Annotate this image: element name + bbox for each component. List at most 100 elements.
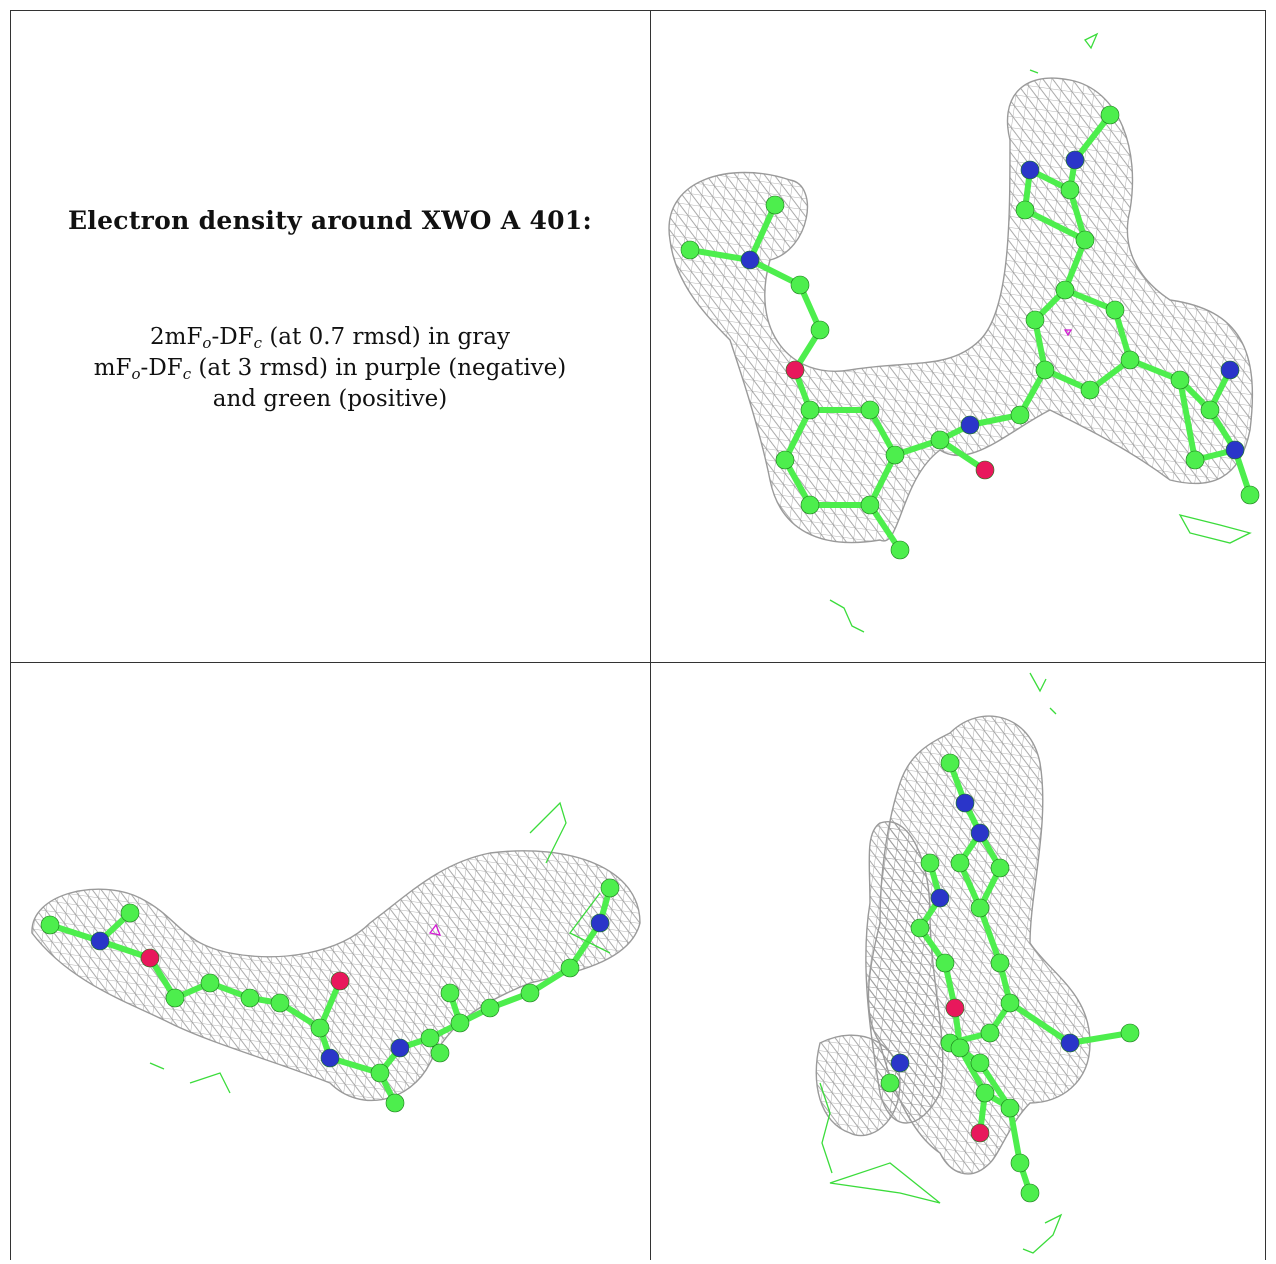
atom xyxy=(1200,400,1220,420)
negative-density xyxy=(428,923,442,936)
atom xyxy=(960,415,980,435)
density-render-3 xyxy=(815,672,1140,1254)
border-right xyxy=(1265,10,1266,1260)
atom xyxy=(885,445,905,465)
positive-density xyxy=(829,1162,941,1204)
bond xyxy=(1007,1000,1073,1046)
atom xyxy=(1120,350,1140,370)
atom xyxy=(955,793,975,813)
bond xyxy=(1007,1105,1023,1166)
atom xyxy=(600,878,620,898)
atom xyxy=(970,823,990,843)
atom xyxy=(440,983,460,1003)
bond xyxy=(1072,112,1113,163)
density-view-bottom-left xyxy=(10,663,650,1260)
atom xyxy=(975,460,995,480)
atom xyxy=(970,1123,990,1143)
atom xyxy=(945,998,965,1018)
atom xyxy=(1020,1183,1040,1203)
atom xyxy=(520,983,540,1003)
caption-line-gray: 2mFo-DFc (at 0.7 rmsd) in gray xyxy=(150,324,510,352)
atom xyxy=(320,1048,340,1068)
atom xyxy=(560,958,580,978)
atom xyxy=(370,1063,390,1083)
atom xyxy=(1060,1033,1080,1053)
atom xyxy=(990,858,1010,878)
atom xyxy=(1065,150,1085,170)
positive-density xyxy=(819,1082,833,1174)
border-center xyxy=(650,10,651,1260)
atom xyxy=(1225,440,1245,460)
atom xyxy=(430,1043,450,1063)
caption-title: Electron density around XWO A 401: xyxy=(67,206,593,235)
atom xyxy=(1220,360,1240,380)
bond xyxy=(1177,377,1198,463)
bond xyxy=(977,905,1003,966)
atom xyxy=(775,450,795,470)
density-mesh xyxy=(815,1034,901,1137)
positive-density xyxy=(1084,32,1099,50)
bond xyxy=(1022,207,1088,243)
atom xyxy=(990,953,1010,973)
atom xyxy=(90,931,110,951)
atom xyxy=(1055,280,1075,300)
density-render-2 xyxy=(31,801,641,1113)
atom xyxy=(790,275,810,295)
atom xyxy=(765,195,785,215)
atom xyxy=(1075,230,1095,250)
bond xyxy=(782,407,813,463)
atom xyxy=(40,915,60,935)
positive-density xyxy=(1022,1213,1063,1254)
atom xyxy=(935,953,955,973)
density-mesh xyxy=(668,77,1254,544)
atom xyxy=(950,1038,970,1058)
atom xyxy=(970,1053,990,1073)
atom xyxy=(270,993,290,1013)
atom xyxy=(1000,1098,1020,1118)
atom xyxy=(590,913,610,933)
positive-density xyxy=(1178,514,1252,544)
density-render-1 xyxy=(668,32,1260,633)
atom xyxy=(200,973,220,993)
atom xyxy=(420,1028,440,1048)
atom xyxy=(1240,485,1260,505)
figure-grid: Electron density around XWO A 401: 2mFo-… xyxy=(10,10,1266,1260)
positive-density xyxy=(189,1072,231,1094)
atom xyxy=(880,1073,900,1093)
atom xyxy=(1105,300,1125,320)
atom xyxy=(940,753,960,773)
positive-density xyxy=(1029,69,1039,74)
atom xyxy=(390,1038,410,1058)
atom xyxy=(970,898,990,918)
bond xyxy=(687,247,753,263)
atom xyxy=(810,320,830,340)
atom xyxy=(890,1053,910,1073)
caption-body: 2mFo-DFc (at 0.7 rmsd) in gray mFo-DFc (… xyxy=(10,322,650,415)
atom xyxy=(140,948,160,968)
atom xyxy=(385,1093,405,1113)
atom xyxy=(785,360,805,380)
caption-line-green: and green (positive) xyxy=(212,386,448,412)
atom xyxy=(1185,450,1205,470)
positive-density xyxy=(149,1062,165,1070)
atom xyxy=(950,853,970,873)
atom xyxy=(975,1083,995,1103)
atom xyxy=(240,988,260,1008)
atom xyxy=(860,495,880,515)
atom xyxy=(1010,1153,1030,1173)
atom xyxy=(1020,160,1040,180)
atom xyxy=(910,918,930,938)
negative-density xyxy=(1063,329,1073,337)
border-top xyxy=(10,10,1266,11)
atom xyxy=(930,888,950,908)
atom xyxy=(1000,993,1020,1013)
caption-line-diff: mFo-DFc (at 3 rmsd) in purple (negative) xyxy=(93,355,567,383)
positive-density xyxy=(529,801,567,864)
atom xyxy=(480,998,500,1018)
atom xyxy=(740,250,760,270)
atom xyxy=(1100,105,1120,125)
atom xyxy=(450,1013,470,1033)
atom xyxy=(680,240,700,260)
atom xyxy=(930,430,950,450)
atom xyxy=(1060,180,1080,200)
